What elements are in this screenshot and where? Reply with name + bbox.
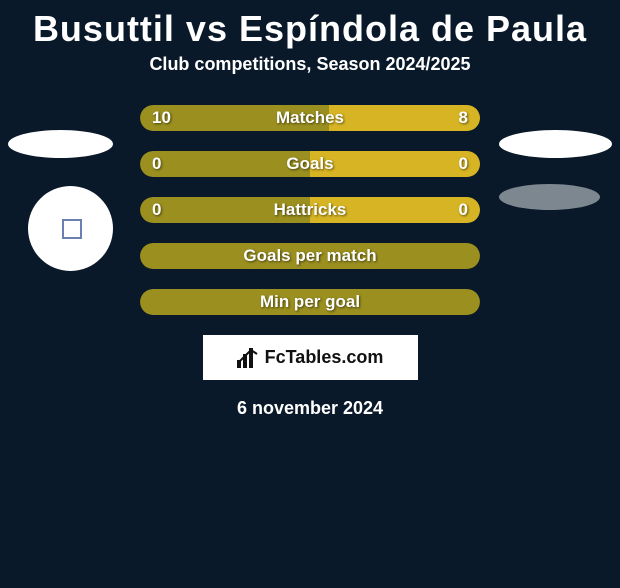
stat-value-left: 10 [152,108,171,128]
stat-value-right: 8 [459,108,468,128]
stat-label: Goals [286,154,333,174]
stat-label: Min per goal [260,292,360,312]
stat-value-right: 0 [459,200,468,220]
stat-value-right: 0 [459,154,468,174]
stat-value-left: 0 [152,154,161,174]
logo-text: FcTables.com [265,347,384,368]
stat-label: Hattricks [274,200,347,220]
stat-label: Matches [276,108,344,128]
snapshot-date: 6 november 2024 [0,398,620,419]
stat-row-goals: Goals 0 0 [140,151,480,177]
fctables-logo[interactable]: FcTables.com [203,335,418,380]
team-badge-right-placeholder [499,130,612,158]
stat-row-goals-per-match: Goals per match [140,243,480,269]
team-badge-left-placeholder [8,130,113,158]
stat-label: Goals per match [243,246,376,266]
stat-row-hattricks: Hattricks 0 0 [140,197,480,223]
stat-value-left: 0 [152,200,161,220]
page-subtitle: Club competitions, Season 2024/2025 [0,54,620,75]
team-crest-small [62,219,82,239]
stat-row-matches: Matches 10 8 [140,105,480,131]
team-badge-right-secondary [499,184,600,210]
bar-chart-icon [237,348,259,368]
page-title: Busuttil vs Espíndola de Paula [0,8,620,50]
stat-rows: Matches 10 8 Goals 0 0 Hattricks 0 0 Goals per ma… [140,105,480,315]
stat-row-min-per-goal: Min per goal [140,289,480,315]
